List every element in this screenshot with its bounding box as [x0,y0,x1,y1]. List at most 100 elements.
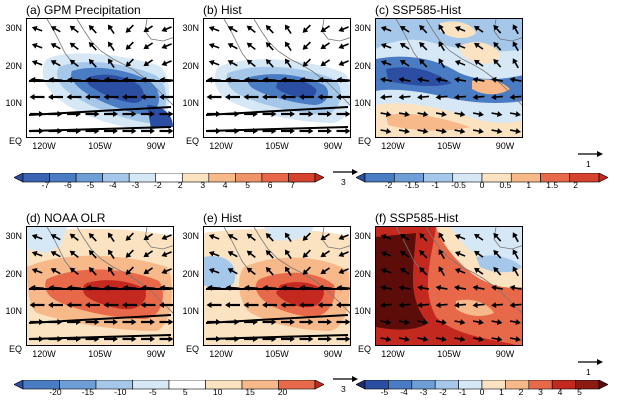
panel-title: (f) SSP585-Hist [375,211,459,225]
lat-label: EQ [185,343,199,354]
lon-label: 90W [495,141,515,151]
colorbar-tick-label: 4 [222,180,228,190]
colorbar-tick-label: -1 [458,387,467,397]
colorbar-tick-label: -2 [439,387,447,397]
lat-label: 20N [5,60,22,71]
panel-title: (d) NOAA OLR [26,211,106,225]
reference-vector-label: 1 [586,367,591,377]
lon-label: 120W [209,141,233,151]
colorbar-tick-label: 2 [573,180,578,190]
colorbar [355,170,609,188]
map-plot [203,226,351,346]
wind-vector-map [27,227,173,345]
reference-arrow-icon [578,359,603,365]
reference-arrow-icon [333,169,358,175]
reference-vector-label: 3 [341,384,346,394]
map-plot [375,226,523,346]
colorbar-tick-label: 5 [245,180,250,190]
colorbar-tick-label: -5 [380,387,389,397]
colorbar-tick-label: 10 [212,387,223,397]
lon-label: 105W [437,349,461,359]
colorbar-tick-label: 1 [526,180,532,190]
colorbar-tick-label: 5 [577,387,582,397]
lat-label: 30N [182,231,199,241]
colorbar-tick-label: -15 [81,387,95,397]
lat-label: EQ [185,135,199,146]
lat-label: 20N [182,268,199,279]
lon-label: 120W [381,349,405,359]
lat-label: 20N [182,60,199,71]
lon-label: 120W [32,141,56,151]
map-plot [375,18,523,138]
lat-label: EQ [357,343,371,354]
colorbar-tick-label: -1 [431,180,439,190]
lon-label: 105W [88,349,112,359]
lat-label: EQ [8,343,22,354]
lat-label: 30N [354,23,371,33]
colorbar-tick-label: -4 [109,180,117,190]
lat-label: 10N [182,306,199,316]
wind-vector-map [204,227,350,345]
colorbar-tick-label: 0.5 [499,180,512,190]
colorbar-tick-label: 3 [200,180,206,190]
wind-vector-map [376,227,522,345]
lat-label: 30N [182,23,199,33]
colorbar-tick-label: 7 [290,180,295,190]
lon-label: 120W [32,349,56,359]
lat-label: 30N [354,231,371,241]
colorbar-tick-label: -2 [153,180,162,190]
map-plot [203,18,351,138]
reference-vector-label: 3 [341,177,346,187]
lon-label: 120W [209,349,233,359]
lat-label: 30N [5,23,22,33]
colorbar-tick-label: -2 [384,180,393,190]
panel-title: (e) Hist [203,211,242,225]
panel-title: (a) GPM Precipitation [26,3,141,17]
colorbar [13,170,325,188]
lon-label: 105W [265,349,289,359]
lat-label: 10N [354,306,371,316]
colorbar-tick-label: -6 [64,180,72,190]
colorbar [355,377,609,395]
panel-title: (b) Hist [203,3,242,17]
colorbar-tick-label: 1 [499,387,504,397]
lat-label: 20N [5,268,22,279]
colorbar-tick-label: -1.5 [404,180,420,190]
lat-label: 10N [354,98,371,108]
colorbar-tick-label: -20 [49,387,62,397]
colorbar-tick-label: 3 [538,387,543,397]
colorbar-tick-label: -5 [86,180,95,190]
colorbar-tick-label: 4 [557,387,563,397]
lon-label: 120W [381,141,405,151]
colorbar-tick-label: 15 [245,387,255,397]
colorbar-tick-label: 2 [177,180,183,190]
lat-label: EQ [8,135,22,146]
lon-label: 105W [265,141,289,151]
reference-arrow-icon [578,151,603,157]
colorbar-tick-label: 5 [182,387,188,397]
lat-label: 30N [5,231,22,241]
colorbar [13,377,325,395]
reference-arrow-icon [333,376,358,382]
lat-label: 10N [182,98,199,108]
wind-vector-map [204,19,350,137]
colorbar-tick-label: -7 [41,180,50,190]
colorbar-tick-label: -10 [114,387,127,397]
lat-label: 20N [354,60,371,71]
colorbar-tick-label: -4 [400,387,408,397]
lat-label: EQ [357,135,371,146]
lon-label: 90W [323,141,343,151]
colorbar-tick-label: 1.5 [546,180,559,190]
lat-label: 20N [354,268,371,279]
panel-title: (c) SSP585-Hist [375,3,462,17]
lon-label: 90W [146,141,166,151]
map-plot [26,18,174,138]
lon-label: 90W [323,349,343,359]
lon-label: 90W [495,349,515,359]
colorbar-tick-label: -5 [148,387,157,397]
colorbar-tick-label: 2 [518,387,524,397]
lat-label: 10N [5,306,22,316]
colorbar-tick-label: -0.5 [451,180,466,190]
colorbar-tick-label: 0 [479,387,485,397]
lat-label: 10N [5,98,22,108]
